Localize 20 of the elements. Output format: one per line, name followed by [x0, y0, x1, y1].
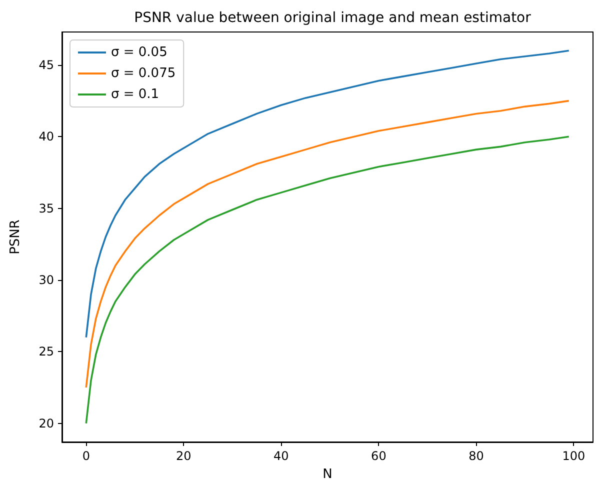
legend-label: σ = 0.075 [111, 66, 176, 81]
x-tick-label: 100 [562, 449, 586, 463]
x-axis-title: N [322, 467, 332, 482]
line-series [85, 100, 570, 388]
chart-title: PSNR value between original image and mean estimator [134, 10, 532, 26]
x-tick-label: 80 [468, 449, 484, 463]
x-tick-label: 20 [176, 449, 192, 463]
x-tick-label: 40 [274, 449, 289, 463]
y-axis-title: PSNR [8, 220, 23, 254]
line-series [85, 136, 570, 424]
y-tick-label: 45 [38, 58, 54, 72]
legend-label: σ = 0.1 [111, 87, 160, 102]
y-tick-label: 25 [38, 344, 54, 359]
y-tick-label: 35 [38, 201, 54, 216]
y-tick-label: 40 [38, 130, 54, 144]
x-tick-label: 0 [82, 449, 90, 463]
y-tick-label: 30 [38, 273, 54, 288]
legend-label: σ = 0.05 [111, 45, 168, 60]
x-tick-label: 60 [371, 449, 386, 463]
y-tick-label: 20 [38, 416, 54, 430]
